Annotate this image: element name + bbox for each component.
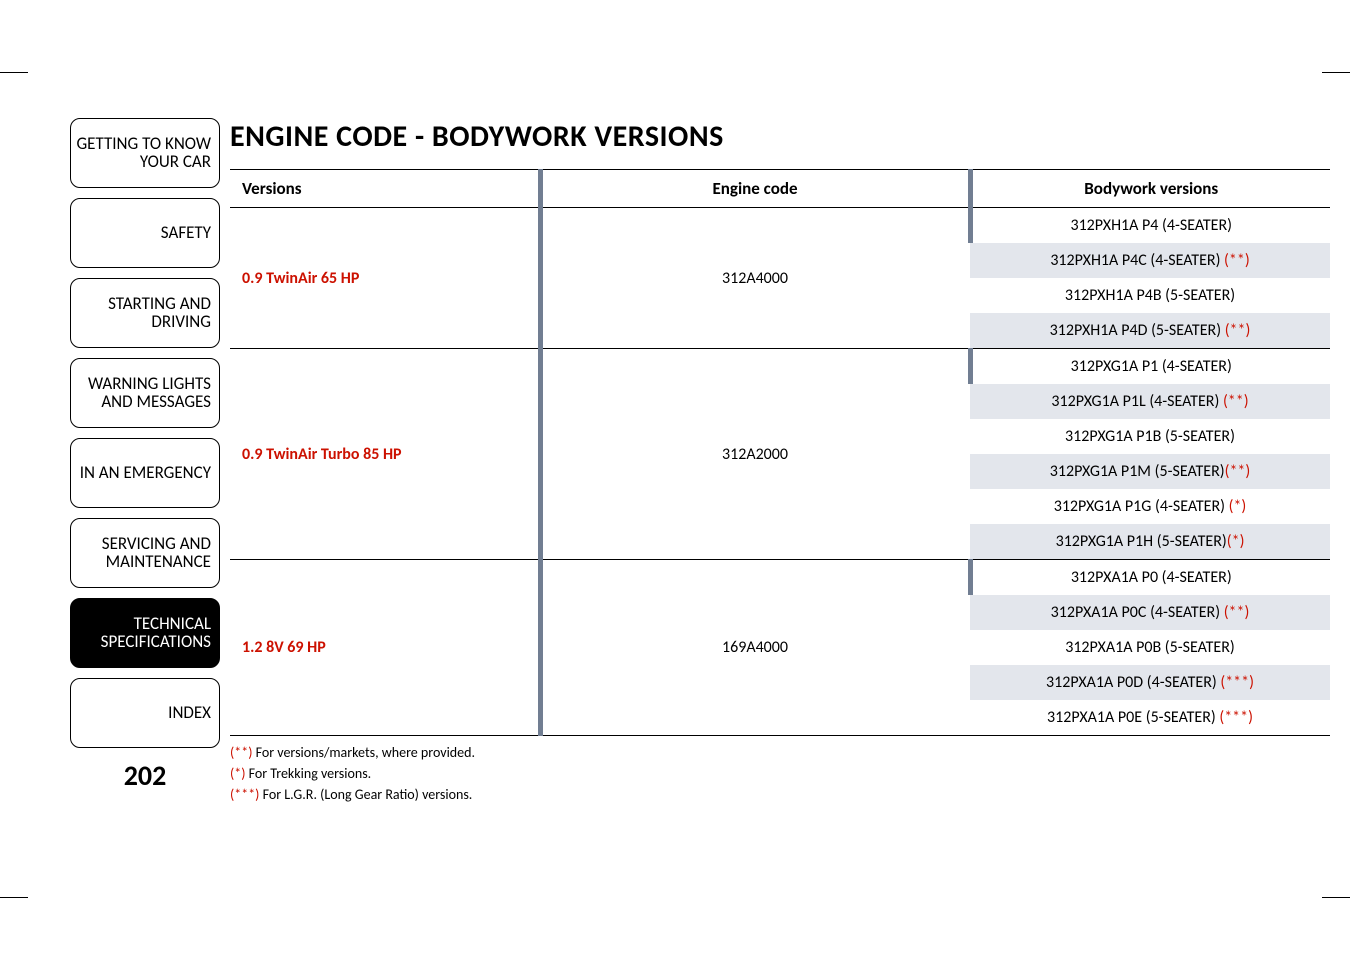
sidebar-nav: GETTING TO KNOW YOUR CAR SAFETY STARTING… [70,118,220,793]
cell-engine-code: 169A4000 [540,560,970,736]
cell-bodywork: 312PXG1A P1M (5-SEATER)(**) [970,454,1330,489]
crop-mark [1322,72,1350,73]
sidebar-tab-safety[interactable]: SAFETY [70,198,220,268]
col-header-versions: Versions [230,170,540,208]
sidebar-tab-label: SAFETY [161,224,211,242]
sidebar-tab-starting-driving[interactable]: STARTING AND DRIVING [70,278,220,348]
sidebar-tab-servicing[interactable]: SERVICING AND MAINTENANCE [70,518,220,588]
cell-bodywork: 312PXH1A P4C (4-SEATER) (**) [970,243,1330,278]
bodywork-text: 312PXH1A P4C (4-SEATER) [1050,251,1224,270]
sidebar-tab-technical-specs[interactable]: TECHNICAL SPECIFICATIONS [70,598,220,668]
cell-bodywork: 312PXG1A P1G (4-SEATER) (*) [970,489,1330,524]
table-row: 0.9 TwinAir 65 HP312A4000312PXH1A P4 (4-… [230,208,1330,244]
cell-bodywork: 312PXA1A P0C (4-SEATER) (**) [970,595,1330,630]
col-header-engine-code: Engine code [540,170,970,208]
bodywork-note: (**) [1224,603,1250,622]
sidebar-tab-label: GETTING TO KNOW YOUR CAR [71,135,211,171]
bodywork-note: (**) [1224,251,1250,270]
cell-engine-code: 312A4000 [540,208,970,349]
bodywork-text: 312PXG1A P1M (5-SEATER) [1050,462,1225,481]
sidebar-tab-warning-lights[interactable]: WARNING LIGHTS AND MESSAGES [70,358,220,428]
cell-bodywork: 312PXG1A P1H (5-SEATER)(*) [970,524,1330,560]
sidebar-tab-label: STARTING AND DRIVING [71,295,211,331]
table-header-row: Versions Engine code Bodywork versions [230,170,1330,208]
cell-bodywork: 312PXA1A P0B (5-SEATER) [970,630,1330,665]
cell-version: 0.9 TwinAir Turbo 85 HP [230,349,540,560]
cell-bodywork: 312PXH1A P4D (5-SEATER) (**) [970,313,1330,349]
bodywork-text: 312PXA1A P0E (5-SEATER) [1047,708,1219,727]
bodywork-text: 312PXG1A P1 (4-SEATER) [1071,357,1232,376]
bodywork-text: 312PXH1A P4D (5-SEATER) [1050,321,1225,340]
bodywork-text: 312PXA1A P0D (4-SEATER) [1046,673,1220,692]
bodywork-note: (*) [1227,532,1245,551]
table-row: 1.2 8V 69 HP169A4000312PXA1A P0 (4-SEATE… [230,560,1330,596]
sidebar-tab-label: INDEX [168,704,211,722]
sidebar-tab-label: TECHNICAL SPECIFICATIONS [71,615,211,651]
bodywork-text: 312PXG1A P1H (5-SEATER) [1056,532,1227,551]
footnote-mark: (**) [230,744,252,761]
footnote-text: For Trekking versions. [245,765,371,782]
crop-mark [1322,897,1350,898]
bodywork-note: (**) [1225,321,1251,340]
cell-bodywork: 312PXA1A P0 (4-SEATER) [970,560,1330,596]
page-number: 202 [70,758,220,793]
footnote-mark: (*) [230,765,245,782]
footnote-mark: (***) [230,786,259,803]
bodywork-text: 312PXA1A P0 (4-SEATER) [1071,568,1232,587]
bodywork-note: (***) [1219,708,1253,727]
sidebar-tab-getting-to-know[interactable]: GETTING TO KNOW YOUR CAR [70,118,220,188]
bodywork-text: 312PXH1A P4B (5-SEATER) [1065,286,1235,305]
cell-bodywork: 312PXG1A P1 (4-SEATER) [970,349,1330,385]
cell-bodywork: 312PXG1A P1L (4-SEATER) (**) [970,384,1330,419]
sidebar-tab-emergency[interactable]: IN AN EMERGENCY [70,438,220,508]
cell-engine-code: 312A2000 [540,349,970,560]
sidebar-tab-label: WARNING LIGHTS AND MESSAGES [71,375,211,411]
crop-mark [0,897,28,898]
sidebar-tab-index[interactable]: INDEX [70,678,220,748]
footnote: (***) For L.G.R. (Long Gear Ratio) versi… [230,784,1330,805]
bodywork-text: 312PXA1A P0B (5-SEATER) [1065,638,1235,657]
cell-bodywork: 312PXA1A P0E (5-SEATER) (***) [970,700,1330,736]
crop-mark [0,72,28,73]
bodywork-text: 312PXA1A P0C (4-SEATER) [1051,603,1224,622]
bodywork-note: (***) [1220,673,1254,692]
footnote-text: For L.G.R. (Long Gear Ratio) versions. [259,786,472,803]
footnote: (*) For Trekking versions. [230,763,1330,784]
footnote-text: For versions/markets, where provided. [252,744,475,761]
cell-bodywork: 312PXH1A P4 (4-SEATER) [970,208,1330,244]
cell-version: 0.9 TwinAir 65 HP [230,208,540,349]
bodywork-text: 312PXG1A P1G (4-SEATER) [1054,497,1229,516]
cell-bodywork: 312PXH1A P4B (5-SEATER) [970,278,1330,313]
sidebar-tab-label: SERVICING AND MAINTENANCE [71,535,211,571]
sidebar-tab-label: IN AN EMERGENCY [80,464,211,482]
footnotes: (**) For versions/markets, where provide… [230,742,1330,805]
bodywork-text: 312PXH1A P4 (4-SEATER) [1070,216,1232,235]
bodywork-note: (**) [1225,462,1251,481]
engine-bodywork-table: Versions Engine code Bodywork versions 0… [230,169,1330,736]
table-row: 0.9 TwinAir Turbo 85 HP312A2000312PXG1A … [230,349,1330,385]
cell-bodywork: 312PXA1A P0D (4-SEATER) (***) [970,665,1330,700]
bodywork-text: 312PXG1A P1L (4-SEATER) [1051,392,1223,411]
bodywork-note: (*) [1229,497,1247,516]
page: GETTING TO KNOW YOUR CAR SAFETY STARTING… [0,0,1350,954]
cell-bodywork: 312PXG1A P1B (5-SEATER) [970,419,1330,454]
footnote: (**) For versions/markets, where provide… [230,742,1330,763]
cell-version: 1.2 8V 69 HP [230,560,540,736]
page-title: ENGINE CODE - BODYWORK VERSIONS [230,118,1330,155]
main-content: ENGINE CODE - BODYWORK VERSIONS Versions… [230,118,1330,805]
col-header-bodywork: Bodywork versions [970,170,1330,208]
bodywork-text: 312PXG1A P1B (5-SEATER) [1065,427,1235,446]
bodywork-note: (**) [1223,392,1249,411]
